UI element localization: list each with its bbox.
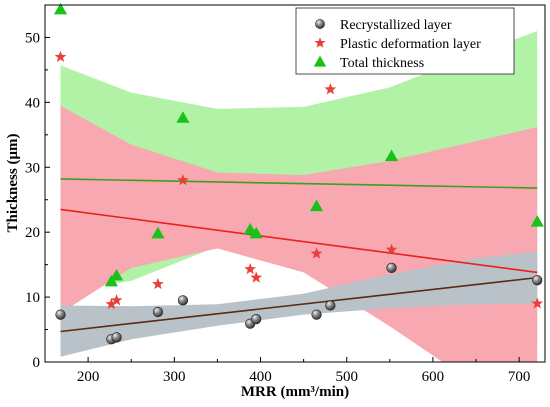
fit-line-2 (60, 178, 538, 189)
data-point (53, 2, 68, 15)
y-axis-ticks: 0 10 20 30 40 50 (25, 30, 50, 371)
data-point (244, 262, 257, 275)
data-point (309, 199, 324, 212)
x-tick-label: 400 (249, 369, 272, 385)
data-point (531, 297, 544, 309)
y-tick-label: 10 (25, 290, 40, 306)
data-point (249, 226, 263, 239)
data-point (385, 243, 398, 255)
data-point (54, 50, 67, 62)
fit-lines (60, 178, 538, 333)
legend-box (295, 7, 515, 75)
x-tick-label: 300 (163, 369, 186, 385)
data-point (176, 111, 190, 123)
data-point (532, 275, 543, 286)
x-axis-title: MRR (mm³/min) (241, 384, 349, 400)
x-tick-label: 200 (77, 369, 100, 385)
legend-marker-0 (315, 19, 325, 29)
data-point (104, 274, 118, 287)
x-tick-label: 700 (508, 369, 531, 385)
data-point (105, 298, 118, 310)
x-tick-label: 500 (335, 369, 358, 385)
data-point (152, 306, 164, 318)
y-tick-label: 0 (33, 355, 41, 371)
fit-line-0 (60, 276, 538, 333)
data-point (325, 300, 336, 311)
data-point (251, 314, 262, 325)
data-point (152, 277, 164, 290)
data-point (151, 226, 165, 239)
x-tick-label: 600 (422, 369, 445, 385)
data-points (53, 2, 544, 345)
data-point (177, 295, 189, 306)
y-axis-title: Thickness (μm) (5, 134, 21, 233)
data-point (109, 268, 124, 281)
y-tick-label: 20 (25, 225, 40, 241)
data-point (310, 247, 323, 259)
data-point (243, 222, 257, 235)
x-axis-ticks: 200 300 400 500 600 700 (77, 357, 531, 385)
data-point (384, 149, 399, 162)
data-point (386, 262, 397, 273)
data-point (110, 294, 123, 306)
data-point (311, 309, 322, 320)
plot-frame (44, 4, 546, 363)
y-tick-label: 30 (25, 160, 40, 176)
legend-label-2: Total thickness (340, 56, 424, 71)
y-tick-label: 50 (25, 30, 40, 46)
data-point (177, 174, 189, 186)
confidence-bands (60, 31, 538, 362)
legend-marker-2 (313, 55, 327, 67)
legend: Recrystallized layer Plastic deformation … (295, 7, 515, 75)
y-tick-label: 40 (25, 95, 40, 111)
data-point (111, 332, 122, 343)
data-point (55, 309, 66, 320)
legend-label-0: Recrystallized layer (340, 18, 452, 33)
legend-marker-1 (314, 37, 326, 48)
fit-line-1 (60, 208, 538, 274)
data-point (250, 271, 263, 283)
data-point (530, 215, 544, 227)
data-point (324, 83, 337, 95)
legend-label-1: Plastic deformation layer (340, 37, 481, 52)
